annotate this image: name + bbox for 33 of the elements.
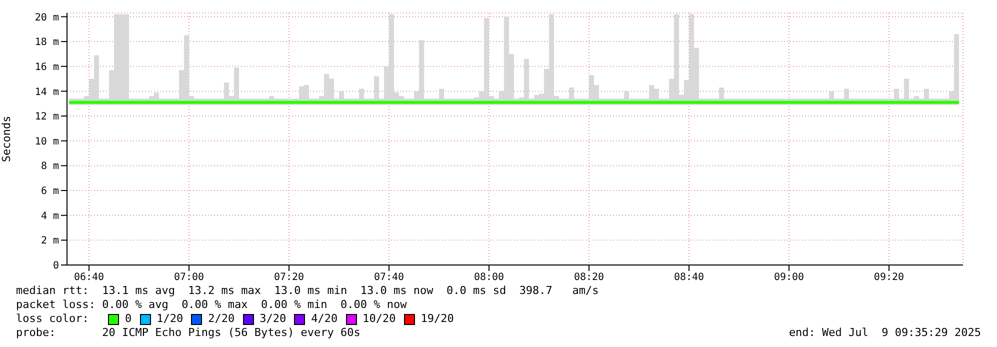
y-tick-label: 12 m	[34, 112, 59, 123]
text: 19/20	[420, 312, 454, 326]
y-tick-label: 8 m	[40, 161, 59, 172]
x-tick-label: 09:00	[774, 272, 804, 284]
text: 2/20	[208, 312, 235, 326]
text: packet loss: 0.00 % avg 0.00 % max 0.00 % min 0.00 % now	[16, 298, 408, 312]
x-tick-label: 07:40	[374, 272, 404, 284]
x-tick-label: 06:40	[74, 272, 104, 284]
text: probe: 20 ICMP Echo Pings (56 Bytes) every 60s	[16, 326, 362, 340]
text: 10/20	[362, 312, 396, 326]
text: end: Wed Jul 9 09:35:29 2025	[788, 326, 981, 340]
y-tick-label: 6 m	[40, 186, 59, 198]
text: median rtt: 13.1 ms avg 13.2 ms max 13.0 ms min 13.0 ms now 0.0 ms sd 398.7 am/s	[16, 284, 599, 298]
x-tick-label: 08:00	[474, 272, 504, 284]
x-tick-label: 09:20	[874, 272, 904, 284]
y-tick-label: 10 m	[34, 136, 59, 148]
y-tick-label: 2 m	[40, 236, 59, 247]
x-tick-label: 08:20	[574, 272, 604, 284]
text: 4/20	[311, 312, 338, 326]
text: loss color:	[16, 312, 90, 326]
x-tick-label: 07:20	[274, 272, 304, 284]
y-tick-label: 4 m	[40, 210, 59, 222]
y-tick-label: 14 m	[34, 86, 59, 98]
y-tick-label: 20 m	[34, 12, 59, 24]
y-tick-label: 16 m	[34, 62, 59, 73]
x-tick-label: 07:00	[174, 272, 204, 284]
text: 0	[125, 312, 132, 326]
y-tick-label: 18 m	[34, 37, 59, 48]
y-tick-label: 0	[52, 260, 59, 272]
text: 1/20	[156, 312, 184, 326]
x-tick-label: 08:40	[674, 272, 704, 284]
text: 3/20	[260, 312, 286, 326]
y-axis-title: Seconds	[0, 116, 13, 162]
